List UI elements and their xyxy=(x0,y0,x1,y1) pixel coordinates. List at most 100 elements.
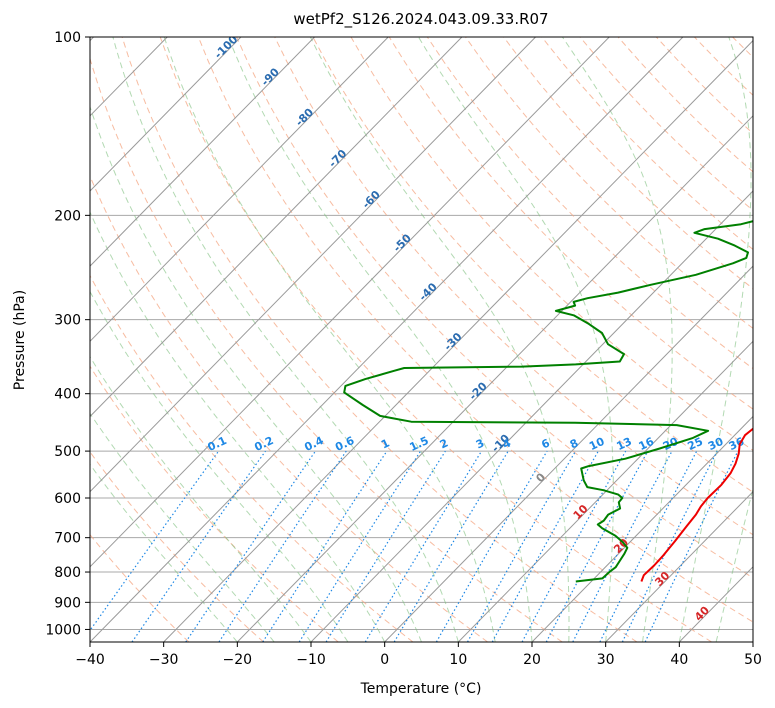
dry-adiabat xyxy=(90,365,339,642)
x-tick-label: 50 xyxy=(744,652,762,668)
mixing-ratio-label: 2 xyxy=(438,436,450,451)
y-axis: 100 200 300 400 500 600 700 800 900 1000 xyxy=(45,30,90,638)
moist-adiabat xyxy=(112,37,459,642)
x-tick-label: −30 xyxy=(149,652,179,668)
x-tick-label: 40 xyxy=(670,652,688,668)
isotherm-label: 40 xyxy=(692,604,712,624)
mixing-ratio-line xyxy=(621,450,718,642)
isotherm-line xyxy=(163,39,753,642)
moist-adiabat xyxy=(90,105,422,642)
y-tick-label: 600 xyxy=(54,491,81,507)
mixing-ratio-label: 6 xyxy=(539,436,552,451)
isotherm-label: -60 xyxy=(360,188,383,211)
isotherm-label: -20 xyxy=(467,379,490,402)
dewpoint-line xyxy=(343,220,753,583)
dry-adiabat xyxy=(771,37,775,642)
mixing-ratio-line xyxy=(393,450,509,642)
profiles xyxy=(343,220,753,583)
mixing-ratio-line xyxy=(90,450,220,632)
y-tick-label: 1000 xyxy=(45,622,81,638)
mixing-ratio-line xyxy=(325,450,446,642)
mixing-ratio-line xyxy=(218,450,347,642)
isotherm-label: -80 xyxy=(293,106,316,129)
moist-adiabat xyxy=(715,487,753,642)
x-axis: −40 −30 −20 −10 0 10 20 30 40 50 xyxy=(75,642,762,668)
isotherm-line xyxy=(605,490,753,642)
y-tick-label: 400 xyxy=(54,387,81,403)
x-tick-label: −40 xyxy=(75,652,105,668)
moist-adiabat xyxy=(90,463,238,642)
dry-adiabat xyxy=(90,451,264,642)
x-tick-label: 30 xyxy=(597,652,615,668)
dry-adiabat xyxy=(197,37,753,623)
isotherm-label: -70 xyxy=(326,147,349,170)
isotherm-line xyxy=(531,415,753,642)
isotherm-label: -50 xyxy=(391,231,414,254)
isotherm-label: 20 xyxy=(611,536,631,556)
y-tick-label: 200 xyxy=(54,208,81,224)
isotherm-line xyxy=(90,37,536,493)
mixing-ratio-label: 20 xyxy=(661,435,681,453)
dry-adiabat xyxy=(90,533,190,642)
dry-adiabat xyxy=(121,37,638,642)
dry-adiabat xyxy=(90,175,488,642)
x-tick-label: −20 xyxy=(223,652,253,668)
dry-adiabat xyxy=(426,37,753,370)
isotherm-line xyxy=(90,37,315,267)
isotherm-line xyxy=(236,115,753,642)
mixing-ratio-label: 30 xyxy=(706,435,726,453)
dry-adiabat xyxy=(655,37,753,135)
plot-frame xyxy=(89,36,754,643)
moist-adiabat xyxy=(90,210,386,642)
x-axis-label: Temperature (°C) xyxy=(360,681,482,697)
mixing-ratio-line xyxy=(491,450,599,642)
isotherm-line xyxy=(90,37,610,568)
mixing-ratio-line xyxy=(545,450,649,642)
dry-adiabat xyxy=(694,37,753,96)
mixing-ratio-line xyxy=(521,450,627,642)
temperature-line xyxy=(640,427,753,582)
moist-adiabat xyxy=(90,412,275,642)
dry-adiabat xyxy=(350,37,753,451)
isotherm-line xyxy=(384,265,753,642)
y-tick-label: 900 xyxy=(54,595,81,611)
isotherm-line xyxy=(90,37,684,642)
mixing-ratio-line xyxy=(262,450,388,642)
y-tick-label: 100 xyxy=(54,30,81,46)
mixing-ratio-label: 13 xyxy=(615,435,634,453)
x-tick-label: 20 xyxy=(523,652,541,668)
mixing-ratio-line xyxy=(466,450,577,642)
mixing-ratio-line xyxy=(435,450,548,642)
isotherm-label: -90 xyxy=(259,65,282,88)
dry-adiabat xyxy=(503,37,753,290)
moist-adiabat xyxy=(309,37,570,642)
isotherm-line xyxy=(457,340,753,642)
y-tick-label: 300 xyxy=(54,313,81,329)
x-tick-label: 10 xyxy=(449,652,467,668)
chart-title: wetPf2_S126.2024.043.09.33.R07 xyxy=(293,10,548,29)
mixing-ratio-label: 16 xyxy=(637,435,657,453)
x-tick-label: 0 xyxy=(380,652,389,668)
moist-adiabat xyxy=(163,37,496,642)
y-tick-label: 500 xyxy=(54,444,81,460)
y-tick-label: 700 xyxy=(54,531,81,547)
isotherm-label: -40 xyxy=(416,280,439,303)
mixing-ratio-line xyxy=(185,450,316,642)
dry-adiabat xyxy=(236,37,753,579)
moist-adiabat xyxy=(227,37,533,642)
mixing-ratio-line xyxy=(599,450,698,642)
dry-adiabat xyxy=(579,37,753,212)
dry-adiabat xyxy=(732,37,753,58)
mixing-ratio-line xyxy=(298,450,422,642)
isotherm-line xyxy=(90,37,463,418)
x-tick-label: −10 xyxy=(296,652,326,668)
moist-adiabat xyxy=(90,290,349,642)
dry-adiabat xyxy=(90,56,563,642)
moist-adiabat xyxy=(418,37,614,642)
dry-adiabat xyxy=(388,37,753,410)
isotherm-line xyxy=(678,566,753,642)
dry-adiabat xyxy=(159,37,712,642)
dry-adiabat xyxy=(312,37,753,493)
y-tick-label: 800 xyxy=(54,565,81,581)
dry-adiabat xyxy=(90,274,414,642)
